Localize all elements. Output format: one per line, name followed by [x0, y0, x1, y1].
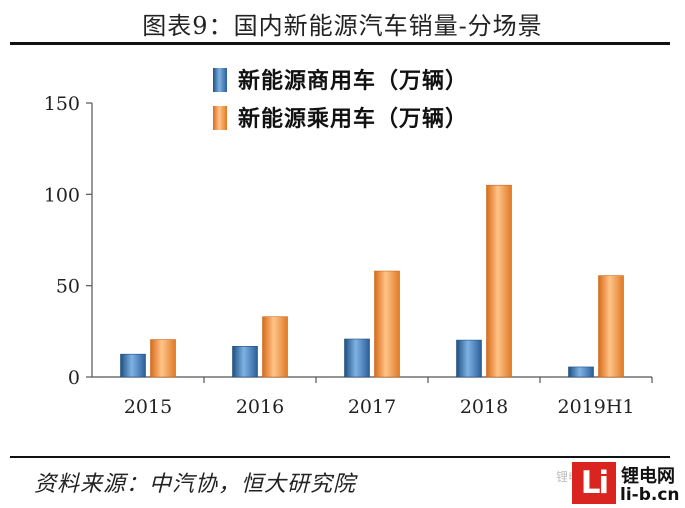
site-url: li-b.cn	[620, 485, 680, 505]
bar-chart: 0 50 100 150 2015 2016 2017 2018 2019H1 新能源商用车（万…	[44, 68, 653, 418]
bar-passenger-2015	[150, 339, 176, 378]
legend-label-1: 新能源乘用车（万辆）	[238, 106, 468, 132]
bar-commercial-2016	[232, 346, 258, 378]
legend-swatch-1	[213, 106, 227, 130]
source-note: 资料来源：中汽协，恒大研究院	[34, 472, 357, 497]
x-tick-label: 2015	[124, 396, 172, 418]
bar-commercial-2018	[456, 339, 482, 378]
bar-commercial-2019H1	[568, 366, 594, 378]
y-tick-label: 100	[44, 184, 80, 206]
figure-title: 图表9：国内新能源汽车销量-分场景	[142, 12, 543, 40]
site-logo: Li	[572, 462, 616, 504]
site-name: 锂电网	[621, 466, 675, 487]
bar-passenger-2016	[262, 316, 288, 378]
legend-label-0: 新能源商用车（万辆）	[238, 68, 468, 94]
bar-commercial-2015	[120, 353, 146, 378]
y-tick-label: 0	[68, 367, 80, 389]
bar-passenger-2019H1	[598, 275, 624, 378]
x-tick-label: 2019H1	[557, 396, 634, 418]
bar-commercial-2017	[344, 338, 370, 378]
y-tick-label: 150	[44, 93, 80, 115]
title-rule	[10, 42, 670, 45]
y-tick-label: 50	[56, 276, 80, 298]
source-rule	[10, 456, 670, 458]
bar-passenger-2017	[374, 270, 400, 378]
bar-passenger-2018	[486, 184, 512, 378]
x-tick-label: 2017	[348, 396, 396, 418]
x-tick-label: 2016	[236, 396, 284, 418]
legend-swatch-0	[213, 68, 227, 92]
x-tick-label: 2018	[460, 396, 508, 418]
